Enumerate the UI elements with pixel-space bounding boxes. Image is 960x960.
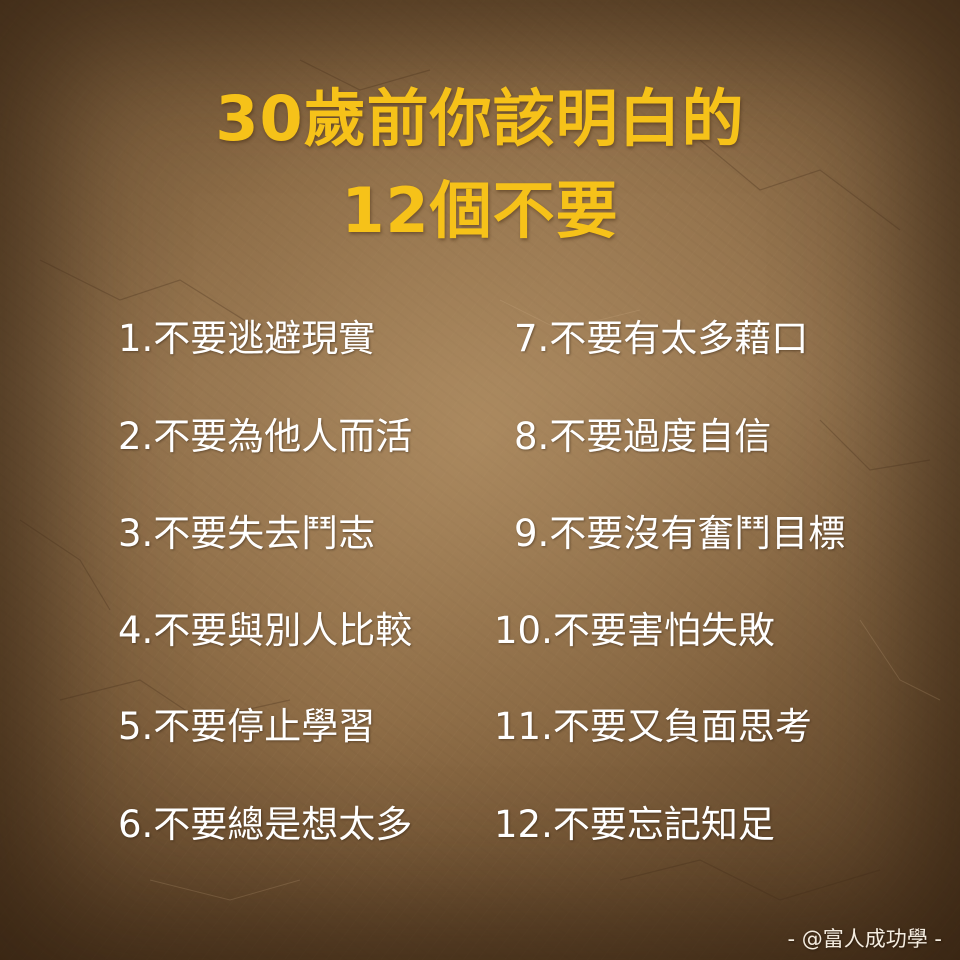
list-item-7: 7.不要有太多藉口: [514, 317, 809, 360]
watermark-credit: - @富人成功學 -: [787, 927, 942, 951]
list-item-11: 11.不要又負面思考: [494, 705, 812, 748]
list-item-5: 5.不要停止學習: [118, 705, 376, 748]
list-item-12: 12.不要忘記知足: [494, 803, 775, 846]
list-item-6: 6.不要總是想太多: [118, 803, 413, 846]
list-item-2: 2.不要為他人而活: [118, 415, 413, 458]
page-title-line-1: 30歲前你該明白的: [215, 82, 745, 155]
list-item-8: 8.不要過度自信: [514, 415, 772, 458]
list-item-10: 10.不要害怕失敗: [494, 609, 775, 652]
list-item-4: 4.不要與別人比較: [118, 609, 413, 652]
list-item-1: 1.不要逃避現實: [118, 317, 376, 360]
list-item-9: 9.不要沒有奮鬥目標: [514, 512, 846, 555]
page-title-line-2: 12個不要: [341, 174, 619, 247]
list-item-3: 3.不要失去鬥志: [118, 512, 376, 555]
